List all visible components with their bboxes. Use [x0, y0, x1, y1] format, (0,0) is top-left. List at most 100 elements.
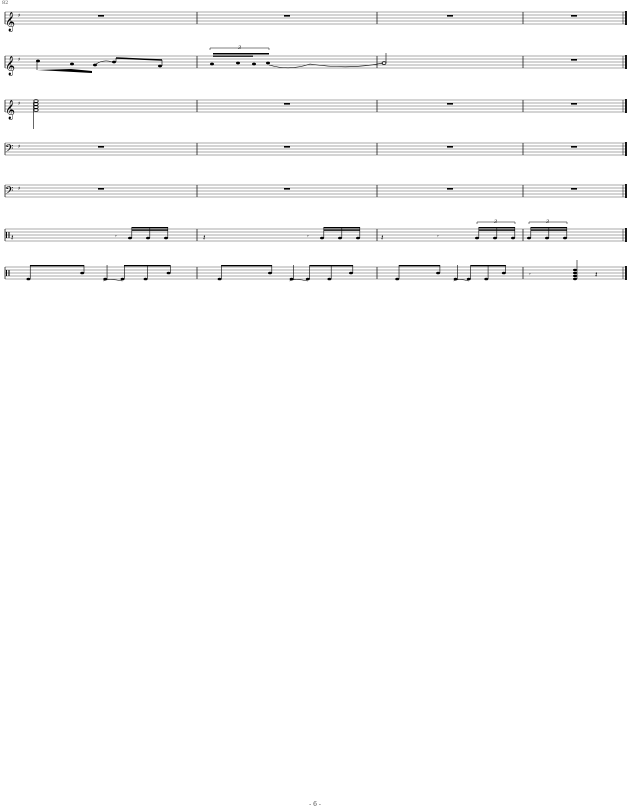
percussion-clef-icon [8, 270, 10, 276]
whole-rest [447, 188, 453, 190]
note-head [573, 268, 577, 272]
note-head [475, 236, 479, 240]
note-head [395, 277, 400, 281]
note-head [252, 62, 256, 66]
whole-rest [571, 146, 577, 148]
treble-clef-icon: 𝄞 [5, 100, 15, 120]
eighth-rest: 𝄾 [529, 271, 531, 278]
note-head [268, 271, 272, 275]
note-beam [115, 57, 163, 61]
staff-2: 𝄞 ♯ 3 [4, 45, 627, 76]
staff-3: 𝄞 ♯ [4, 99, 627, 129]
percussion-clef-icon [6, 270, 7, 276]
percussion-clef-icon [6, 232, 7, 238]
note-head [217, 277, 222, 281]
note-beam [37, 69, 92, 73]
note-head [158, 64, 162, 68]
note-beam [131, 229, 168, 231]
note-beam [323, 227, 360, 229]
note-head [266, 61, 270, 65]
whole-rest [571, 15, 577, 17]
bass-clef-icon: 𝄢 [5, 185, 13, 200]
tuplet-bracket [209, 47, 270, 50]
note-beam [221, 265, 272, 267]
whole-rest [571, 59, 577, 61]
key-signature-sharp: ♯ [18, 57, 20, 63]
note-head [210, 62, 214, 66]
note-head [26, 277, 31, 281]
note-head [70, 62, 74, 66]
tie [103, 279, 123, 282]
note-beam [309, 265, 353, 267]
note-beam [213, 55, 253, 57]
quarter-rest: 𝄽 [381, 233, 384, 242]
whole-rest [571, 103, 577, 105]
tuplet-bracket [476, 221, 516, 224]
note-beam [478, 229, 515, 231]
whole-rest [571, 188, 577, 190]
note-head [112, 60, 116, 64]
note-head [80, 271, 85, 275]
note-head [349, 271, 353, 275]
note-head [501, 271, 506, 275]
whole-rest [447, 146, 453, 148]
note-head [93, 63, 97, 67]
note-head [36, 59, 40, 63]
whole-rest [98, 188, 104, 190]
whole-rest [98, 15, 104, 17]
staff-4: 𝄢 ♯ [4, 142, 627, 158]
note-head [356, 236, 360, 240]
tie [95, 60, 113, 65]
note-head [236, 61, 240, 65]
eighth-rest: 𝄾 [437, 233, 439, 240]
note-head [327, 277, 332, 281]
note-beam [470, 265, 506, 267]
note-head [545, 236, 549, 240]
note-beam [530, 229, 567, 231]
quarter-rest: 𝄽 [11, 233, 14, 242]
note-head [493, 236, 497, 240]
note-beam [478, 227, 515, 229]
key-signature-sharp: ♯ [18, 144, 20, 150]
whole-rest [447, 103, 453, 105]
whole-rest [447, 15, 453, 17]
note-head [305, 277, 310, 281]
staff-1: 𝄞 ♯ [4, 11, 627, 32]
note-head [573, 277, 577, 281]
note-head [164, 236, 168, 240]
tuplet-bracket [528, 221, 568, 224]
note-beam [30, 265, 85, 267]
note-beam [124, 265, 171, 267]
note-head [338, 236, 342, 240]
whole-rest [284, 15, 290, 17]
tie [453, 279, 469, 282]
note-head [573, 274, 577, 278]
note-head [511, 236, 515, 240]
treble-clef-icon: 𝄞 [5, 12, 15, 32]
whole-rest [98, 146, 104, 148]
note-head [146, 236, 150, 240]
tie [289, 279, 308, 282]
note-head [320, 236, 324, 240]
key-signature-sharp: ♯ [18, 13, 20, 19]
note-beam [323, 229, 360, 231]
eighth-rest: 𝄾 [115, 233, 117, 240]
note-head [466, 277, 471, 281]
page-number: - 6 - [309, 801, 321, 808]
key-signature-sharp: ♯ [18, 186, 20, 192]
staff-7: 𝄾 𝄽 [4, 260, 627, 282]
tuplet-number: 3 [494, 219, 497, 225]
note-head [128, 236, 132, 240]
treble-clef-icon: 𝄞 [5, 56, 15, 76]
whole-rest [284, 146, 290, 148]
note-beam [530, 227, 567, 229]
quarter-rest: 𝄽 [203, 233, 206, 242]
note-beam [399, 265, 440, 267]
note-head [120, 277, 125, 281]
eighth-rest: 𝄾 [307, 233, 309, 240]
tuplet-number: 3 [238, 45, 241, 51]
note-beam [213, 53, 269, 55]
tuplet-number: 3 [546, 219, 549, 225]
note-head [436, 271, 441, 275]
